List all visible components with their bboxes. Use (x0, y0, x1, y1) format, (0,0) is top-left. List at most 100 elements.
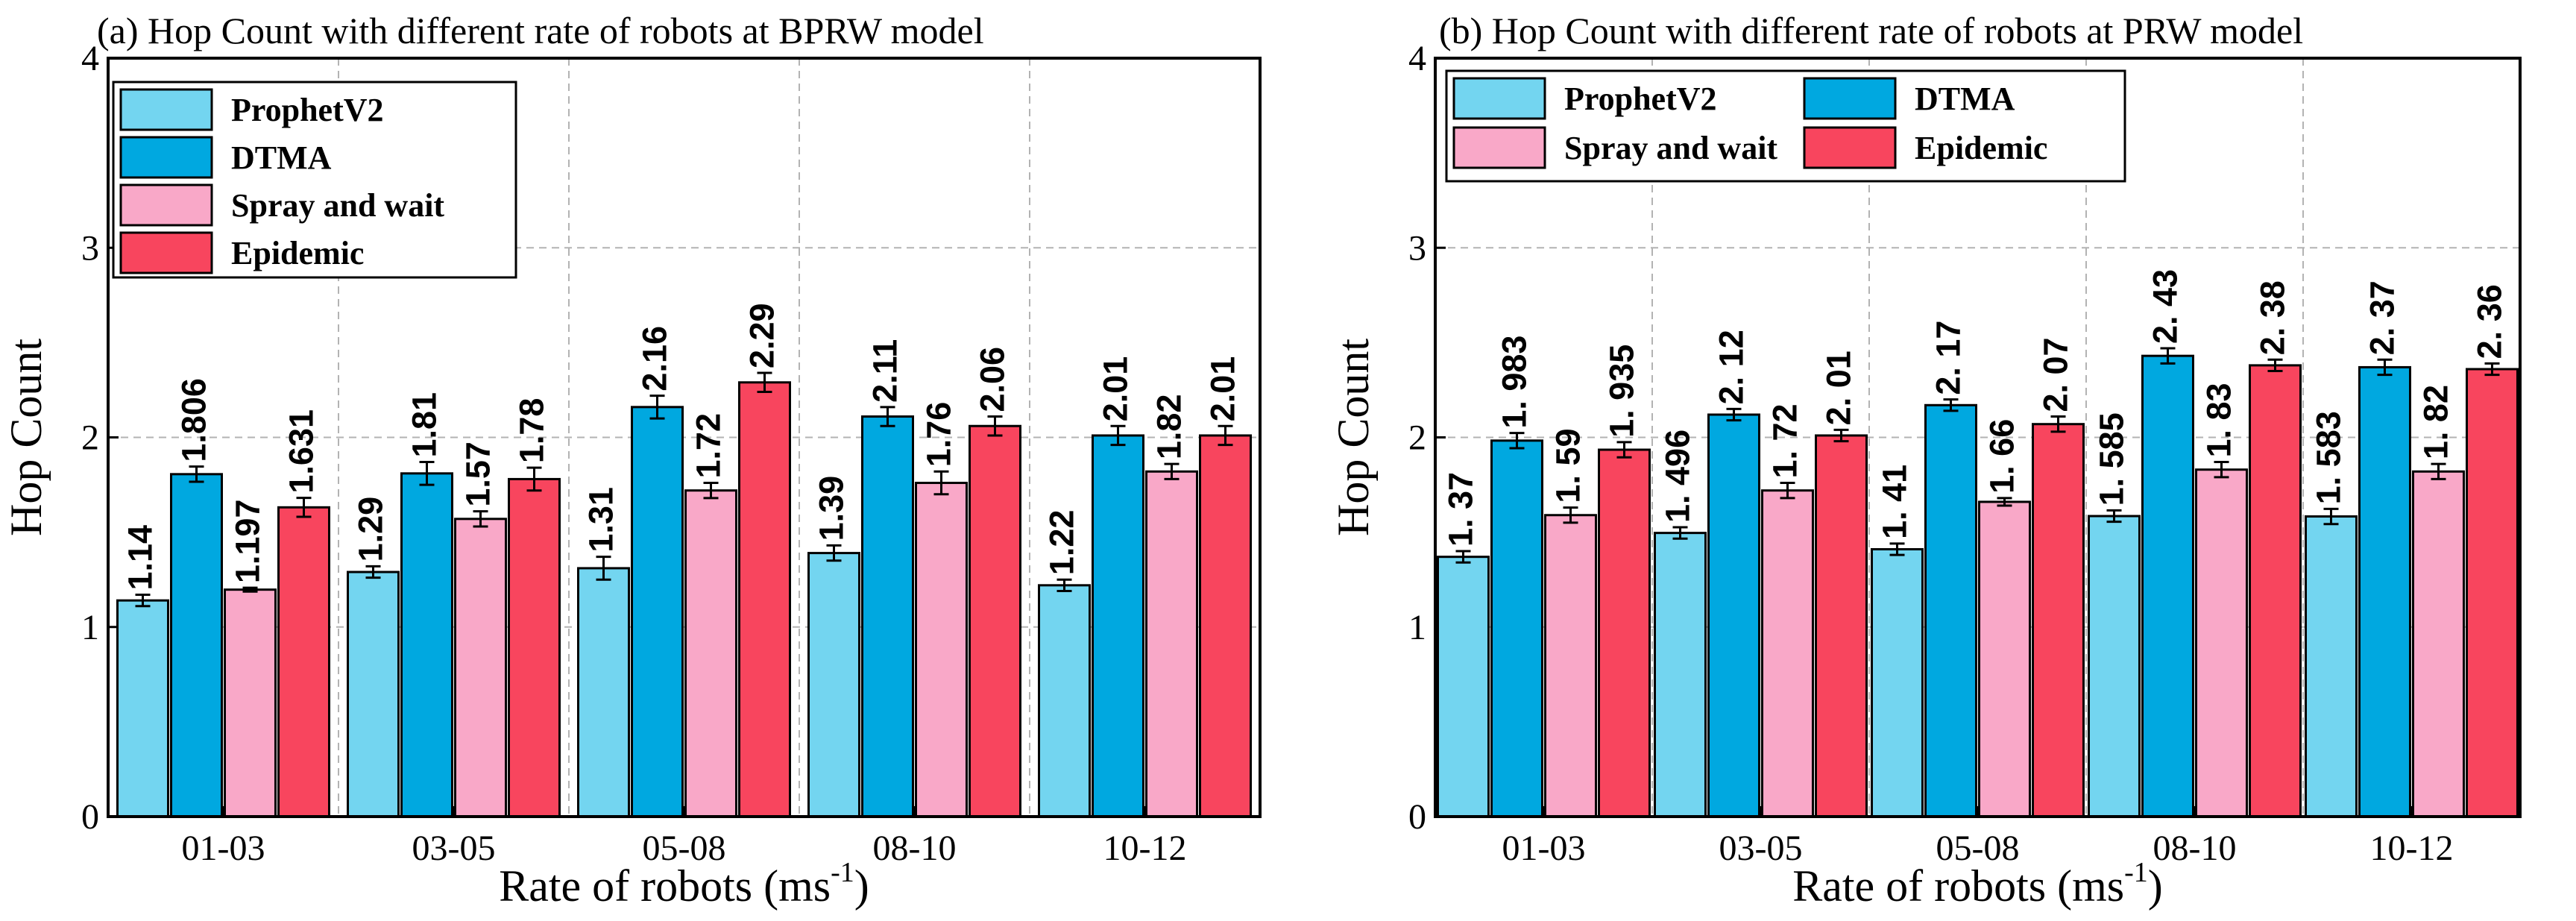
data-label: 1. 496 (1659, 430, 1697, 523)
data-label: 2. 36 (2471, 284, 2509, 359)
legend-box (1445, 69, 2126, 183)
x-tick-label: 08-10 (873, 829, 957, 868)
bar-epidemic (2032, 423, 2085, 818)
x-axis-label-main: Rate of robots (ms (499, 861, 831, 911)
data-label: 1.806 (175, 378, 213, 462)
bar-dtma (1092, 434, 1144, 818)
legend-swatch (119, 136, 213, 179)
data-label: 1.197 (229, 499, 267, 583)
data-label: 1.31 (582, 487, 620, 553)
y-tick-label: 1 (1408, 608, 1426, 647)
data-label: 1. 59 (1549, 428, 1587, 503)
bar-prophetv2 (577, 567, 630, 818)
data-label: 1. 983 (1496, 336, 1534, 429)
bar-prophetv2 (2305, 515, 2358, 818)
x-tick-label: 05-08 (1936, 829, 2020, 868)
bar-epidemic (738, 381, 791, 818)
bar-prophetv2 (1871, 548, 1924, 818)
bar-spray-and-wait (454, 518, 507, 818)
legend: ProphetV2 DTMA Spray and wait Epidemic (112, 81, 517, 279)
y-tick-label: 1 (81, 608, 99, 647)
data-label: 1. 83 (2200, 383, 2238, 457)
bar-dtma (1924, 403, 1977, 818)
y-tick-label: 3 (81, 228, 99, 268)
chart-a: (a) Hop Count with different rate of rob… (1, 10, 1262, 911)
data-label: 2. 38 (2254, 280, 2292, 355)
x-tick-label: 08-10 (2153, 829, 2237, 868)
data-label: 1.22 (1043, 510, 1081, 576)
data-label: 2.16 (636, 326, 674, 392)
legend-label: DTMA (1915, 81, 2015, 117)
data-label: 1.14 (122, 525, 160, 591)
bar-dtma (170, 473, 223, 818)
data-label: 1. 72 (1766, 403, 1804, 478)
x-tick-label: 01-03 (1502, 829, 1586, 868)
legend-label: Spray and wait (1564, 130, 1777, 166)
data-label: 2.29 (743, 303, 781, 368)
bar-epidemic (1815, 434, 1868, 818)
y-tick-label: 0 (81, 797, 99, 837)
bar-prophetv2 (1654, 532, 1707, 818)
data-label: 1. 583 (2310, 411, 2348, 504)
bar-prophetv2 (807, 552, 860, 818)
data-label: 2.11 (866, 339, 904, 403)
x-axis-label: Rate of robots (ms-1) (1792, 857, 2163, 911)
bar-dtma (400, 472, 453, 818)
legend: ProphetV2 DTMA Spray and wait Epidemic (1445, 69, 2126, 183)
chart-b: (b) Hop Count with different rate of rob… (1329, 10, 2522, 911)
data-label: 1.81 (406, 392, 444, 458)
bar-prophetv2 (1437, 556, 1490, 818)
y-tick-label: 2 (81, 418, 99, 458)
bar-epidemic (1598, 448, 1651, 818)
y-tick-label: 2 (1408, 418, 1426, 458)
data-label: 1. 935 (1603, 345, 1641, 438)
legend-swatch (119, 88, 213, 131)
y-tick-label: 4 (81, 39, 99, 78)
legend-swatch (1803, 126, 1897, 169)
bar-spray-and-wait (684, 489, 737, 818)
bar-dtma (1490, 439, 1543, 818)
bar-spray-and-wait (1978, 500, 2031, 818)
legend-label: ProphetV2 (1564, 81, 1717, 117)
bar-prophetv2 (347, 570, 400, 818)
bar-spray-and-wait (1544, 514, 1597, 818)
data-label: 1.29 (352, 497, 390, 562)
x-tick-label: 03-05 (1719, 829, 1803, 868)
bar-epidemic (508, 477, 561, 818)
data-label: 2. 43 (2147, 269, 2185, 344)
bar-prophetv2 (2088, 515, 2141, 818)
x-tick-label: 10-12 (2370, 829, 2454, 868)
data-label: 1.39 (813, 476, 851, 541)
y-tick-label: 0 (1408, 797, 1426, 837)
bar-spray-and-wait (915, 482, 968, 818)
legend-swatch (1452, 126, 1546, 169)
data-label: 2. 37 (2364, 280, 2402, 355)
data-label: 1.57 (459, 441, 497, 507)
data-label: 1. 585 (2093, 412, 2131, 506)
bar-spray-and-wait (2195, 468, 2248, 818)
data-label: 1.631 (283, 409, 321, 494)
bar-epidemic (1199, 434, 1252, 818)
legend-swatch (1452, 77, 1546, 120)
data-label: 1. 41 (1876, 465, 1914, 539)
chart-title: (a) Hop Count with different rate of rob… (97, 10, 984, 51)
legend-label: DTMA (231, 139, 332, 176)
data-label: 1.76 (920, 402, 958, 468)
data-label: 2.01 (1204, 356, 1242, 422)
bar-epidemic (277, 506, 330, 818)
bar-dtma (1707, 413, 1760, 818)
legend-swatch (119, 183, 213, 227)
data-label: 1.78 (513, 398, 551, 464)
data-label: 2.01 (1097, 356, 1135, 422)
chart-title: (b) Hop Count with different rate of rob… (1439, 10, 2303, 51)
x-tick-label: 03-05 (412, 829, 496, 868)
data-label: 1. 66 (1983, 419, 2021, 494)
data-label: 2. 07 (2037, 337, 2075, 412)
plot-frame (107, 57, 1262, 818)
y-axis-label: Hop Count (1, 339, 51, 536)
data-label: 1. 37 (1442, 472, 1480, 547)
bar-spray-and-wait (2412, 470, 2465, 818)
legend-swatch (1803, 77, 1897, 120)
data-label: 1. 82 (2417, 385, 2455, 459)
